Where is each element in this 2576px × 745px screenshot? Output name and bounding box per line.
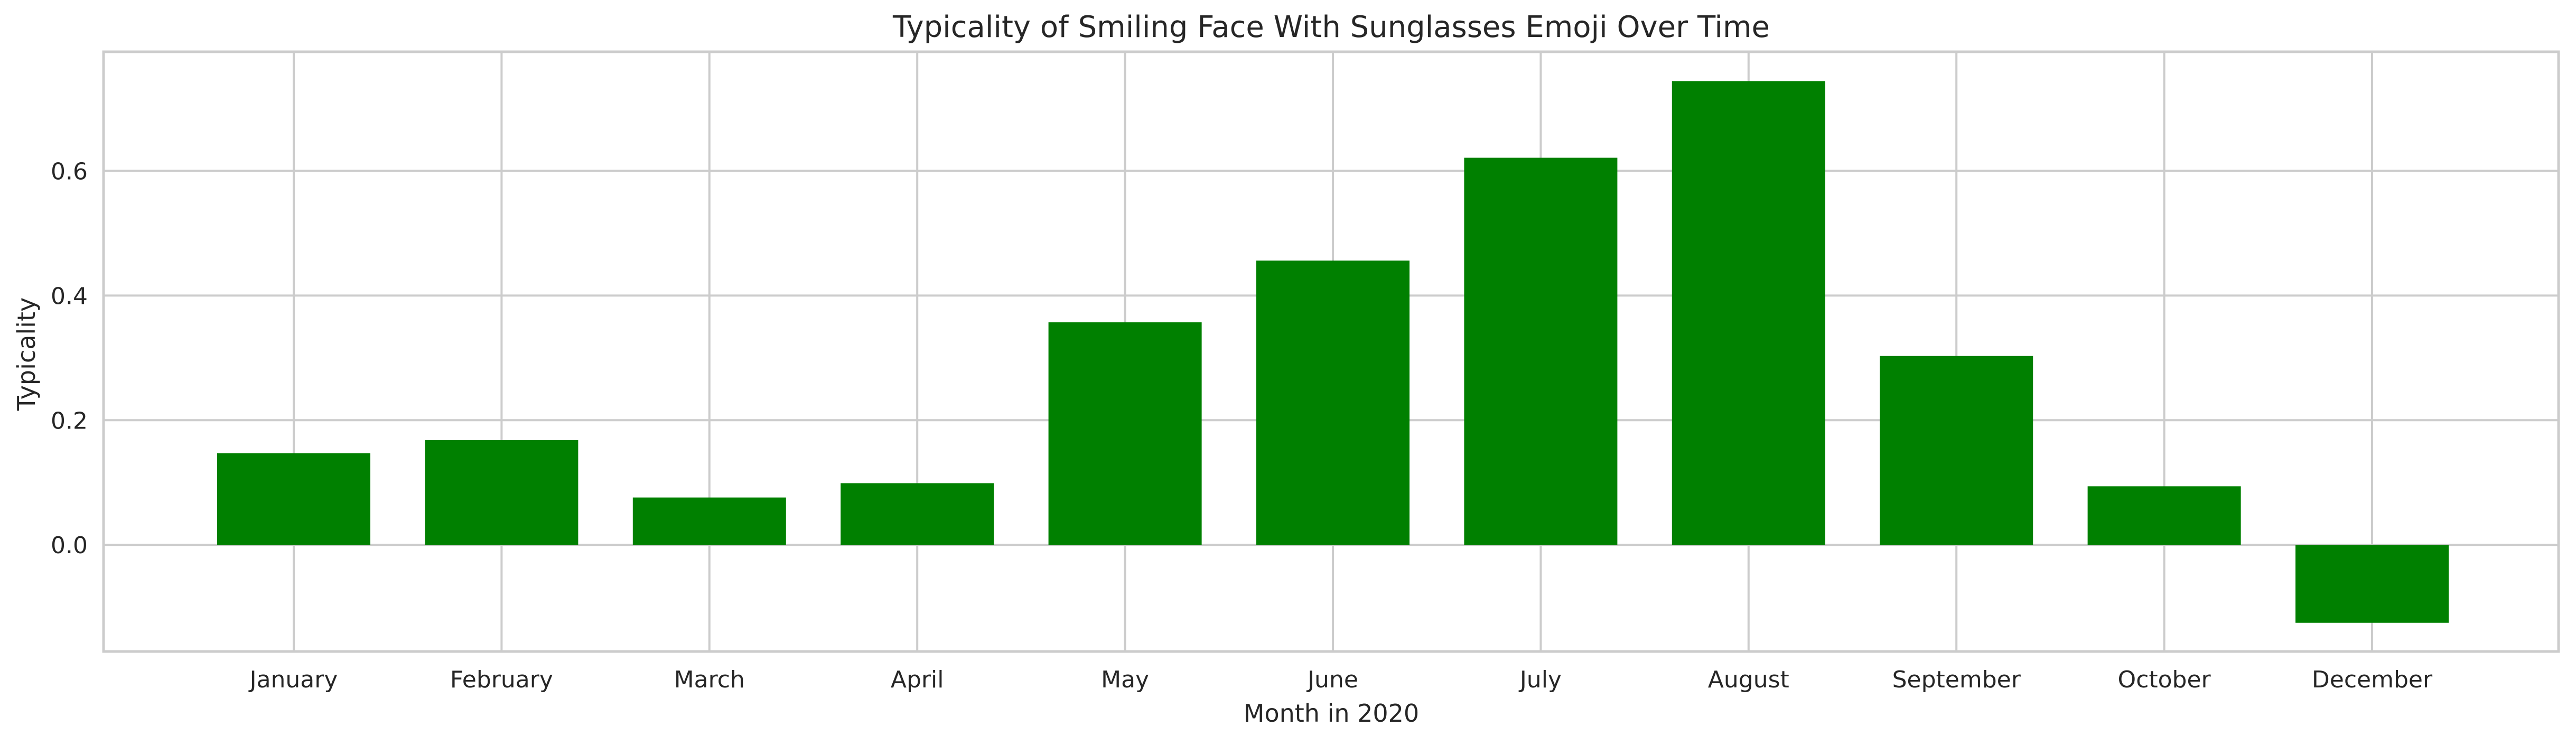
bar: [1048, 322, 1202, 545]
y-tick-label: 0.2: [51, 407, 88, 434]
y-tick-label: 0.4: [51, 283, 88, 310]
x-tick-label: March: [674, 666, 745, 693]
bar: [841, 483, 994, 545]
x-tick-label: June: [1306, 666, 1358, 693]
bar: [632, 497, 786, 545]
bar: [2087, 486, 2241, 545]
y-axis-label: Typicality: [12, 297, 41, 411]
x-tick-label: May: [1101, 666, 1149, 693]
x-tick-label: December: [2312, 666, 2433, 693]
x-tick-label: January: [248, 666, 338, 693]
x-tick-label: April: [891, 666, 944, 693]
bar: [1256, 260, 1410, 545]
x-axis-label: Month in 2020: [1244, 699, 1419, 728]
bar: [2295, 545, 2449, 623]
plot-frame: [102, 50, 2560, 653]
bar: [1880, 356, 2033, 545]
chart-title: Typicality of Smiling Face With Sunglass…: [892, 10, 1770, 44]
bar: [1464, 157, 1618, 545]
bar-layer: [217, 81, 2449, 623]
bar: [425, 440, 578, 545]
tick-layer: 0.0 0.2 0.4 0.6 January February March April May…: [51, 158, 2433, 693]
x-tick-label: October: [2118, 666, 2211, 693]
x-tick-label: August: [1708, 666, 1789, 693]
y-tick-label: 0.6: [51, 158, 88, 185]
x-tick-label: September: [1892, 666, 2021, 693]
x-tick-label: July: [1518, 666, 1562, 693]
frame-layer: [102, 50, 2560, 653]
bar: [1672, 81, 1825, 545]
y-tick-label: 0.0: [51, 532, 88, 559]
x-tick-label: February: [450, 666, 553, 693]
bar: [217, 453, 370, 545]
